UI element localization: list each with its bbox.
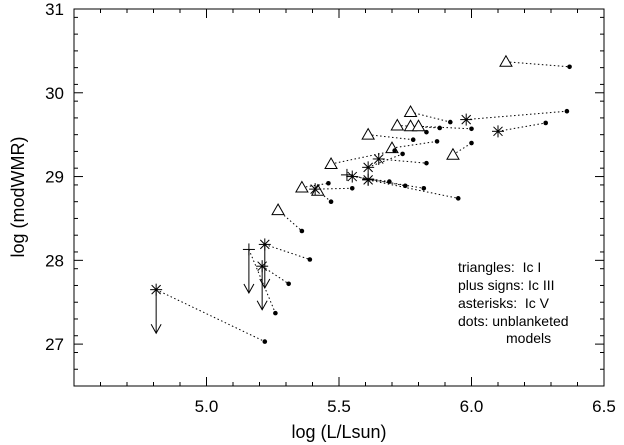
asterisk-marker xyxy=(460,113,473,126)
y-tick-label: 30 xyxy=(45,84,64,103)
triangle-marker xyxy=(403,105,418,118)
dotted-connector xyxy=(391,140,438,149)
dotted-connector xyxy=(497,122,546,132)
axis-ticks xyxy=(73,8,605,387)
unblanketed-model-dot xyxy=(448,119,453,125)
dotted-connector xyxy=(367,153,403,168)
dotted-connector xyxy=(346,174,406,187)
arrow-head xyxy=(150,323,162,335)
dotted-connector xyxy=(317,190,332,203)
asterisk-stroke xyxy=(363,162,374,173)
unblanketed-model-dot xyxy=(469,140,474,146)
dotted-connector xyxy=(418,125,472,130)
unblanketed-model-dot xyxy=(421,185,427,191)
unblanketed-model-dot xyxy=(567,64,572,70)
unblanketed-model-dot xyxy=(328,199,334,204)
dotted-connector xyxy=(368,134,414,141)
x-tick-label: 6.5 xyxy=(592,397,616,416)
triangle-marker xyxy=(446,147,460,160)
arrow-head xyxy=(256,300,268,311)
legend-triangles: triangles: Ic I xyxy=(458,259,541,275)
asterisk-stroke xyxy=(347,171,358,182)
unblanketed-model-dot xyxy=(286,281,291,287)
legend-models: models xyxy=(506,330,551,346)
unblanketed-model-dot xyxy=(434,139,440,144)
x-tick-label: 5.5 xyxy=(327,397,351,416)
y-tick-label: 29 xyxy=(45,168,64,187)
plus-marker xyxy=(340,168,353,181)
triangle-marker xyxy=(271,203,285,216)
dotted-connector xyxy=(368,178,424,189)
asterisk-marker xyxy=(346,170,359,183)
data-markers xyxy=(150,54,572,344)
unblanketed-model-dot xyxy=(400,151,405,157)
y-axis-label: log (modWMR) xyxy=(8,136,28,257)
x-axis-label: log (L/Lsun) xyxy=(291,422,386,442)
arrow-head xyxy=(259,278,271,290)
asterisk-marker xyxy=(309,183,322,196)
upper-limit-arrow xyxy=(150,289,162,335)
dotted-connector xyxy=(505,61,570,68)
triangle-marker xyxy=(499,54,513,67)
unblanketed-model-dot xyxy=(262,339,268,344)
unblanketed-model-dot xyxy=(469,126,474,132)
unblanketed-model-dot xyxy=(564,108,570,114)
upper-limit-arrow xyxy=(243,249,255,295)
x-tick-label: 6.0 xyxy=(460,397,484,416)
legend-asterisks: asterisks: Ic V xyxy=(458,295,550,311)
asterisk-marker xyxy=(492,125,504,138)
y-tick-label: 27 xyxy=(45,335,64,354)
arrow-head xyxy=(243,283,255,295)
dotted-connector xyxy=(248,249,276,314)
asterisk-stroke xyxy=(373,154,384,164)
legend-dots: dots: unblanketed xyxy=(458,313,569,329)
unblanketed-model-dot xyxy=(307,257,313,262)
triangle-marker xyxy=(390,118,405,131)
y-tick-label: 31 xyxy=(45,0,64,19)
legend: triangles: Ic I plus signs: Ic III aster… xyxy=(458,259,569,346)
upper-limit-arrow xyxy=(256,266,268,311)
unblanketed-model-dot xyxy=(387,179,392,184)
asterisk-marker xyxy=(372,152,385,165)
triangle-marker xyxy=(324,156,338,169)
dotted-connector xyxy=(330,150,395,165)
unblanketed-model-dot xyxy=(543,120,548,126)
dotted-connector xyxy=(261,265,289,285)
upper-limit-arrow xyxy=(259,244,271,290)
asterisk-stroke xyxy=(493,126,503,137)
asterisk-marker xyxy=(362,161,375,174)
y-tick-label: 28 xyxy=(45,251,64,270)
tick-labels: 5.0 5.5 6.0 6.5 27 28 29 30 31 xyxy=(45,0,616,416)
dotted-connector xyxy=(410,111,451,123)
unblanketed-model-dot xyxy=(273,310,278,316)
triangle-marker xyxy=(295,180,309,193)
dotted-connector xyxy=(378,158,427,164)
unblanketed-model-dot xyxy=(410,137,416,142)
unblanketed-model-dot xyxy=(392,148,397,153)
unblanketed-model-dot xyxy=(424,129,429,135)
dotted-connector xyxy=(466,110,567,121)
unblanketed-model-dot xyxy=(402,183,408,189)
asterisk-stroke xyxy=(310,184,321,194)
plus-marker xyxy=(362,173,375,186)
dotted-connector xyxy=(155,289,266,343)
unblanketed-model-dot xyxy=(299,228,305,234)
dotted-connector xyxy=(264,243,311,260)
unblanketed-model-dot xyxy=(349,185,355,191)
unblanketed-model-dot xyxy=(455,196,461,201)
x-tick-label: 5.0 xyxy=(195,397,219,416)
asterisk-stroke xyxy=(461,114,472,125)
unblanketed-model-dot xyxy=(326,180,331,186)
triangle-marker xyxy=(411,119,426,132)
legend-plus-signs: plus signs: Ic III xyxy=(458,277,554,293)
triangle-marker xyxy=(361,127,376,140)
unblanketed-model-dot xyxy=(437,125,443,131)
unblanketed-model-dot xyxy=(424,160,429,166)
dotted-connector xyxy=(368,179,459,199)
